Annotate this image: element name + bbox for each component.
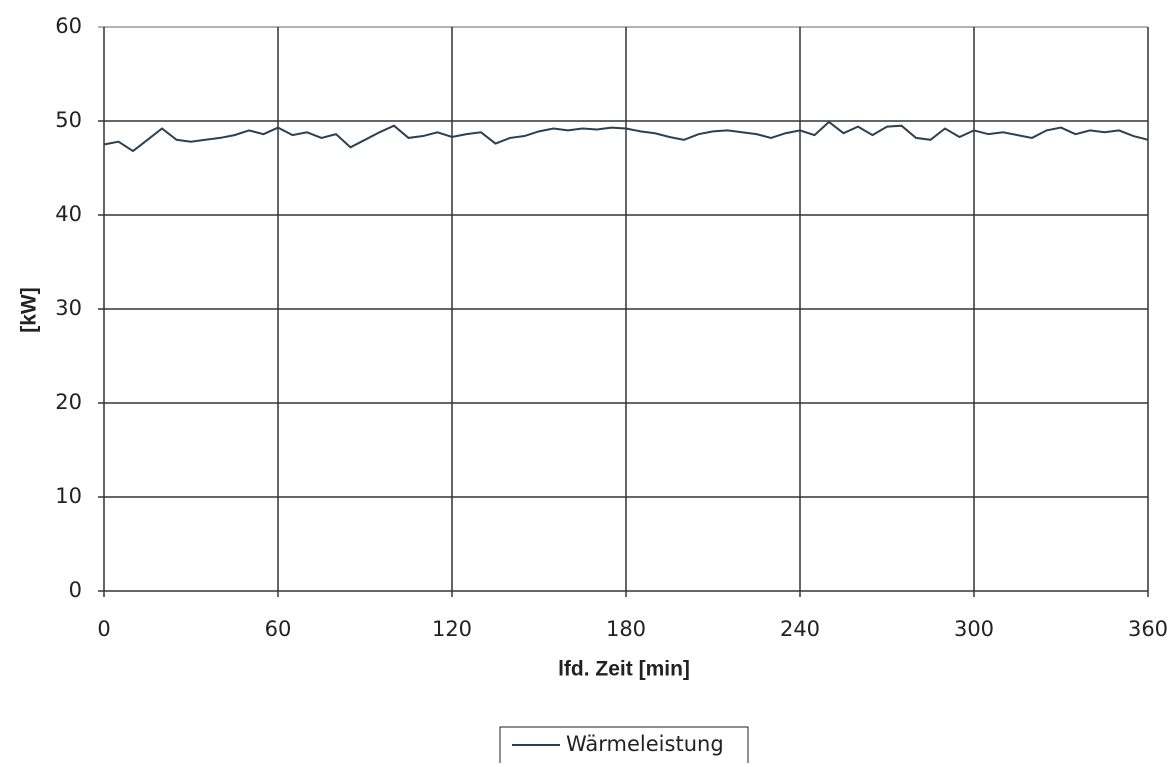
legend-box bbox=[499, 726, 749, 767]
data-line bbox=[103, 120, 1149, 153]
y-tick-label: 30 bbox=[55, 296, 82, 320]
x-axis-label: lfd. Zeit [min] bbox=[558, 658, 690, 681]
y-tick-label: 60 bbox=[55, 14, 82, 38]
x-tick-label: 0 bbox=[97, 617, 110, 641]
y-tick-label: 0 bbox=[69, 578, 82, 602]
x-tick-label: 60 bbox=[265, 617, 292, 641]
x-tick-label: 180 bbox=[606, 617, 646, 641]
y-tick-label: 50 bbox=[55, 108, 82, 132]
x-tick-label: 240 bbox=[780, 617, 820, 641]
x-tick-label: 300 bbox=[954, 617, 994, 641]
y-axis-label: [kW] bbox=[18, 287, 41, 333]
y-tick-label: 40 bbox=[55, 202, 82, 226]
y-tick-label: 20 bbox=[55, 390, 82, 414]
x-tick-label: 120 bbox=[432, 617, 472, 641]
legend-label: Wärmeleistung bbox=[566, 732, 724, 756]
y-tick-label: 10 bbox=[55, 484, 82, 508]
x-tick-label: 360 bbox=[1128, 617, 1168, 641]
